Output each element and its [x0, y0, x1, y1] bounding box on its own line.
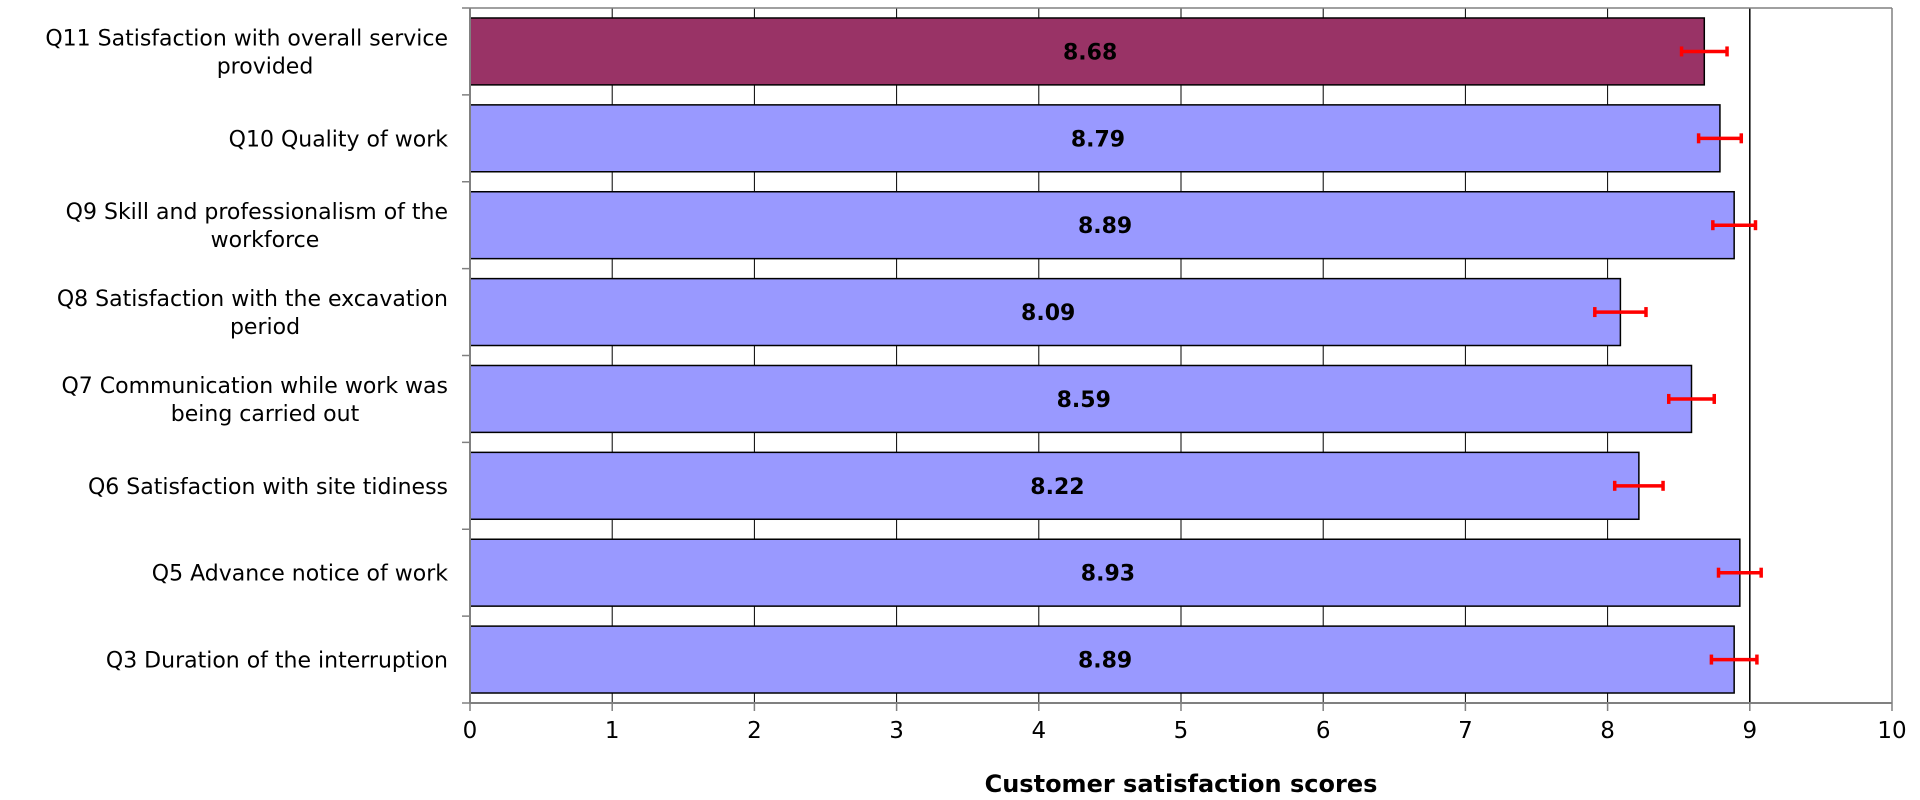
data-label: 8.68 — [1063, 40, 1117, 65]
category-label: Q3 Duration of the interruption — [106, 649, 448, 674]
bars — [469, 17, 1763, 694]
data-label: 8.59 — [1057, 388, 1111, 413]
x-tick-label: 10 — [1877, 718, 1906, 744]
bar — [469, 277, 1622, 347]
x-tick-label: 8 — [1600, 718, 1615, 744]
category-label: Q11 Satisfaction with overall service — [45, 26, 448, 51]
bar — [469, 364, 1693, 434]
data-label: 8.89 — [1078, 649, 1132, 674]
data-label: 8.89 — [1078, 214, 1132, 239]
labels: 0 1 2 3 4 5 6 7 8 9 10 8.68 Q11 Satisfaction with ov… — [45, 26, 1906, 744]
x-tick-label: 5 — [1174, 718, 1189, 744]
x-tick-label: 3 — [889, 718, 904, 744]
data-label: 8.79 — [1071, 127, 1125, 152]
category-label: period — [230, 315, 300, 340]
x-tick-label: 4 — [1031, 718, 1046, 744]
x-axis-title: Customer satisfaction scores — [985, 770, 1378, 798]
category-label: Q10 Quality of work — [229, 127, 449, 152]
x-tick-label: 7 — [1458, 718, 1473, 744]
bar — [469, 190, 1735, 260]
category-label: provided — [217, 54, 314, 79]
category-label: workforce — [211, 228, 320, 253]
category-label: being carried out — [171, 402, 360, 427]
category-label: Q7 Communication while work was — [61, 374, 448, 399]
x-tick-label: 0 — [463, 718, 478, 744]
category-label: Q8 Satisfaction with the excavation — [57, 287, 448, 312]
data-label: 8.09 — [1021, 301, 1075, 326]
x-tick-label: 6 — [1316, 718, 1331, 744]
x-tick-label: 9 — [1742, 718, 1757, 744]
category-label: Q9 Skill and professionalism of the — [66, 200, 448, 225]
category-label: Q5 Advance notice of work — [152, 562, 448, 587]
x-tick-label: 2 — [747, 718, 762, 744]
bar — [469, 104, 1721, 173]
axes — [462, 7, 1893, 711]
data-label: 8.93 — [1081, 562, 1135, 587]
x-tick-label: 1 — [605, 718, 620, 744]
data-label: 8.22 — [1030, 475, 1084, 500]
bar — [469, 451, 1640, 521]
bar — [469, 625, 1735, 694]
category-label: Q6 Satisfaction with site tidiness — [88, 475, 448, 500]
